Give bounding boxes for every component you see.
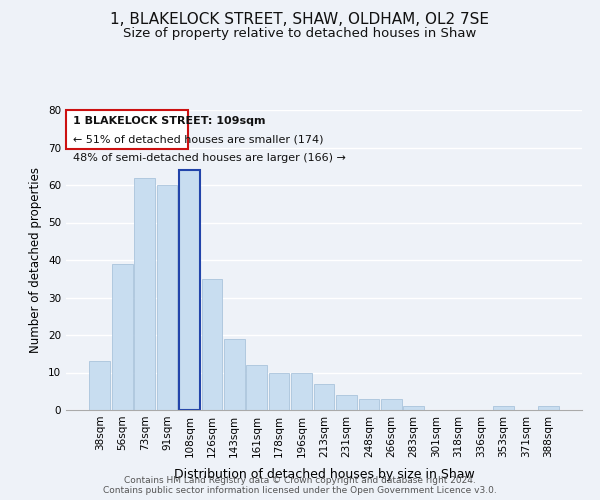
Bar [336, 395, 357, 410]
Bar [493, 406, 514, 410]
Bar [381, 399, 401, 410]
Bar [134, 178, 155, 410]
Bar [202, 279, 222, 410]
Bar [157, 185, 178, 410]
Text: 48% of semi-detached houses are larger (166) →: 48% of semi-detached houses are larger (… [73, 153, 346, 163]
Bar [269, 372, 289, 410]
Text: ← 51% of detached houses are smaller (174): ← 51% of detached houses are smaller (17… [73, 135, 324, 145]
Bar [112, 264, 133, 410]
X-axis label: Distribution of detached houses by size in Shaw: Distribution of detached houses by size … [173, 468, 475, 481]
Text: 1, BLAKELOCK STREET, SHAW, OLDHAM, OL2 7SE: 1, BLAKELOCK STREET, SHAW, OLDHAM, OL2 7… [110, 12, 490, 28]
Y-axis label: Number of detached properties: Number of detached properties [29, 167, 43, 353]
Bar [291, 372, 312, 410]
Bar [359, 399, 379, 410]
Bar [403, 406, 424, 410]
Text: Size of property relative to detached houses in Shaw: Size of property relative to detached ho… [124, 28, 476, 40]
Text: Contains public sector information licensed under the Open Government Licence v3: Contains public sector information licen… [103, 486, 497, 495]
Bar [224, 339, 245, 410]
Text: 1 BLAKELOCK STREET: 109sqm: 1 BLAKELOCK STREET: 109sqm [73, 116, 266, 126]
Bar [179, 170, 200, 410]
Text: Contains HM Land Registry data © Crown copyright and database right 2024.: Contains HM Land Registry data © Crown c… [124, 476, 476, 485]
Bar [89, 361, 110, 410]
Bar [538, 406, 559, 410]
Bar [247, 365, 267, 410]
Bar [314, 384, 334, 410]
